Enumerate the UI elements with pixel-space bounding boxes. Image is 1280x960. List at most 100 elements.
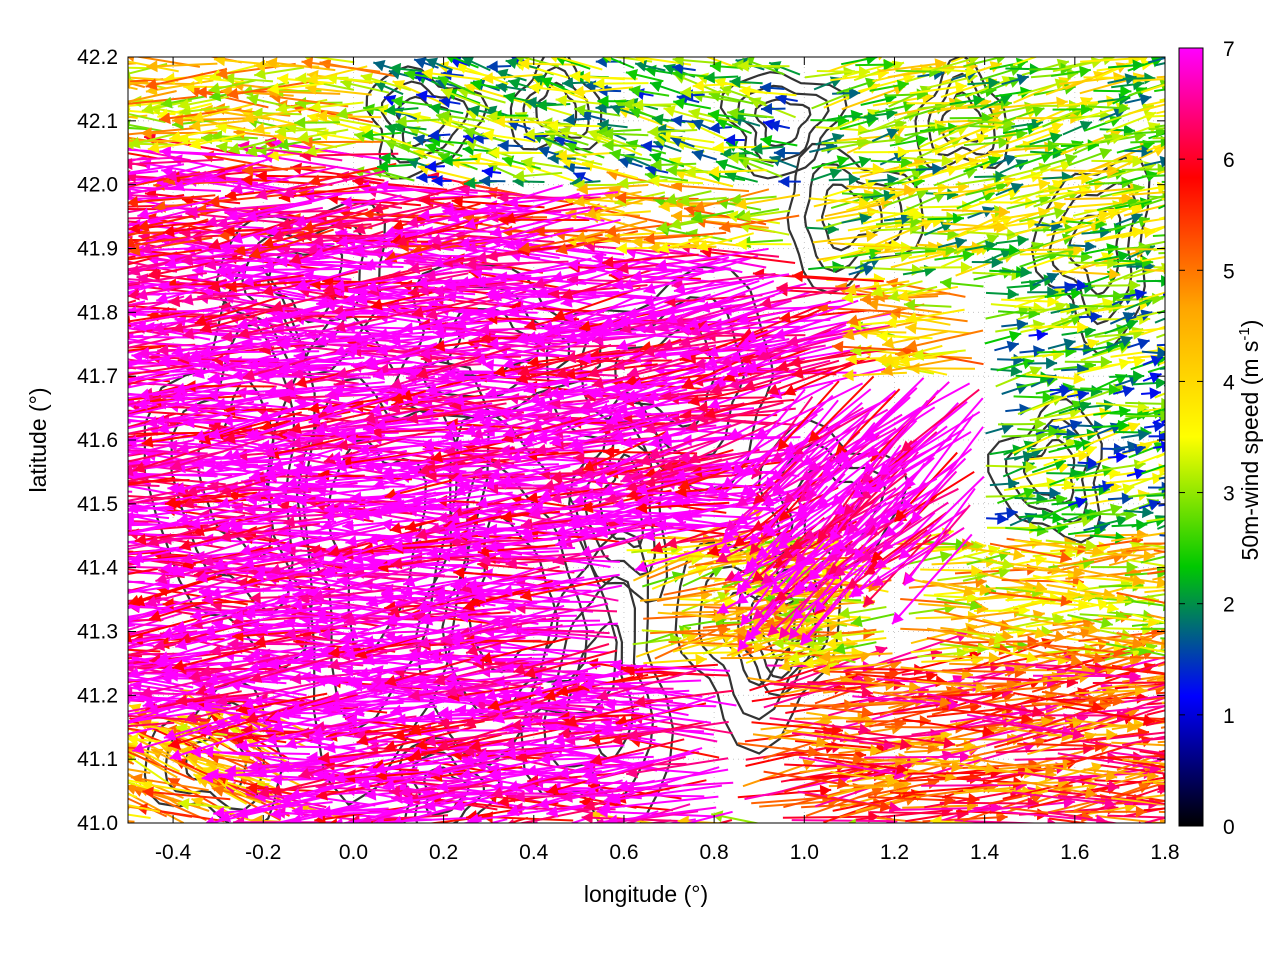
wind-arrow-head	[333, 771, 346, 784]
wind-arrow	[1021, 780, 1097, 799]
wind-arrow-head	[109, 707, 121, 719]
wind-arrow-head	[1214, 681, 1226, 693]
wind-arrow-shaft	[598, 795, 719, 810]
wind-arrow-head	[269, 807, 282, 820]
wind-arrow-head	[34, 577, 45, 589]
wind-arrow-head	[36, 627, 48, 639]
wind-arrow	[1136, 794, 1165, 800]
wind-arrow-head	[360, 814, 372, 823]
wind-arrow-shaft	[128, 674, 131, 677]
wind-arrow-head	[1223, 758, 1235, 770]
wind-arrow-head	[247, 760, 259, 773]
wind-arrow-shaft	[1111, 797, 1165, 806]
wind-arrow	[847, 818, 856, 823]
wind-arrow-head	[101, 595, 113, 607]
wind-arrow-head	[106, 774, 118, 786]
wind-arrow-shaft	[489, 770, 602, 777]
wind-arrow-head	[507, 804, 520, 817]
wind-arrow-head	[218, 810, 232, 823]
wind-arrow-head	[41, 629, 53, 641]
wind-arrow	[128, 805, 143, 810]
wind-arrow-head	[20, 642, 31, 654]
wind-arrow-shaft	[333, 757, 452, 781]
wind-arrow-head	[94, 732, 106, 743]
wind-arrow-shaft	[1144, 816, 1165, 823]
wind-arrow-head	[1167, 691, 1179, 703]
wind-arrow-head	[1229, 622, 1240, 634]
wind-arrow	[269, 768, 366, 797]
wind-arrow-head	[606, 814, 618, 823]
wind-arrow-head	[1128, 822, 1129, 823]
wind-arrow-head	[990, 801, 1003, 814]
wind-arrow-head	[695, 653, 707, 666]
wind-arrow-shaft	[128, 550, 134, 553]
wind-arrow-head	[1203, 604, 1215, 616]
wind-arrow-head	[323, 771, 336, 784]
wind-arrow-shaft	[128, 617, 138, 621]
wind-arrow-shaft	[128, 743, 162, 767]
wind-arrow-head	[74, 655, 85, 667]
wind-arrow-head	[1234, 657, 1246, 669]
wind-arrow	[1126, 796, 1165, 806]
wind-arrow	[128, 807, 130, 810]
wind-arrow-head	[167, 778, 181, 789]
contour-line	[565, 621, 635, 761]
wind-arrow-head	[291, 804, 303, 817]
wind-arrow	[128, 586, 129, 589]
wind-arrow-head	[879, 800, 892, 813]
wind-arrow-head	[49, 731, 61, 743]
wind-arrow-shaft	[1107, 814, 1165, 819]
wind-arrow-head	[1210, 653, 1222, 664]
wind-arrow	[616, 768, 729, 792]
wind-arrow-shaft	[407, 776, 507, 803]
wind-arrow	[1017, 771, 1120, 792]
wind-arrow-shaft	[1092, 681, 1165, 684]
wind-arrow-shaft	[525, 751, 644, 774]
contour-line	[1022, 438, 1076, 505]
wind-arrow-head	[383, 778, 396, 791]
wind-arrow-head	[944, 770, 957, 782]
wind-arrow-head	[13, 610, 25, 622]
contour-line	[820, 183, 883, 252]
wind-arrow-shaft	[128, 804, 161, 813]
wind-arrow-shaft	[128, 601, 132, 604]
wind-arrow	[128, 577, 129, 580]
wind-arrow-head	[389, 785, 401, 798]
wind-arrow-shaft	[128, 666, 133, 669]
wind-arrow	[128, 584, 180, 594]
wind-arrow-head	[60, 554, 72, 566]
wind-arrow-head	[60, 658, 72, 670]
wind-arrow	[128, 768, 151, 774]
wind-arrow-shaft	[791, 819, 898, 823]
wind-arrow	[333, 757, 452, 784]
wind-arrow-shaft	[350, 794, 445, 823]
wind-arrow-head	[28, 694, 39, 706]
wind-arrow-head	[58, 713, 70, 725]
wind-arrow	[13, 601, 132, 622]
wind-arrow-head	[65, 664, 77, 676]
wind-arrow-shaft	[128, 779, 145, 785]
wind-arrow-head	[847, 818, 856, 823]
wind-arrow	[467, 804, 587, 823]
wind-arrow-head	[677, 815, 689, 823]
wind-arrow-head	[1165, 777, 1177, 789]
wind-arrow-head	[56, 512, 67, 524]
wind-arrow-head	[1222, 635, 1234, 646]
contour-line	[753, 98, 812, 148]
wind-arrow-head	[103, 667, 114, 679]
wind-arrow-head	[527, 774, 539, 787]
wind-arrow-head	[95, 723, 108, 734]
wind-arrow-head	[65, 717, 78, 728]
wind-arrow-shaft	[1048, 811, 1120, 823]
wind-arrow-head	[75, 662, 87, 674]
wind-arrow-head	[1209, 743, 1221, 754]
wind-arrow-head	[537, 797, 550, 810]
wind-arrow-head	[205, 816, 215, 823]
wind-arrow-head	[102, 529, 113, 541]
wind-arrow-shaft	[1126, 586, 1165, 589]
wind-arrow	[128, 785, 153, 792]
wind-arrow-head	[110, 716, 122, 728]
wind-arrow-head	[1081, 810, 1093, 823]
wind-arrow-head	[392, 815, 402, 823]
wind-arrow-head	[888, 801, 901, 814]
